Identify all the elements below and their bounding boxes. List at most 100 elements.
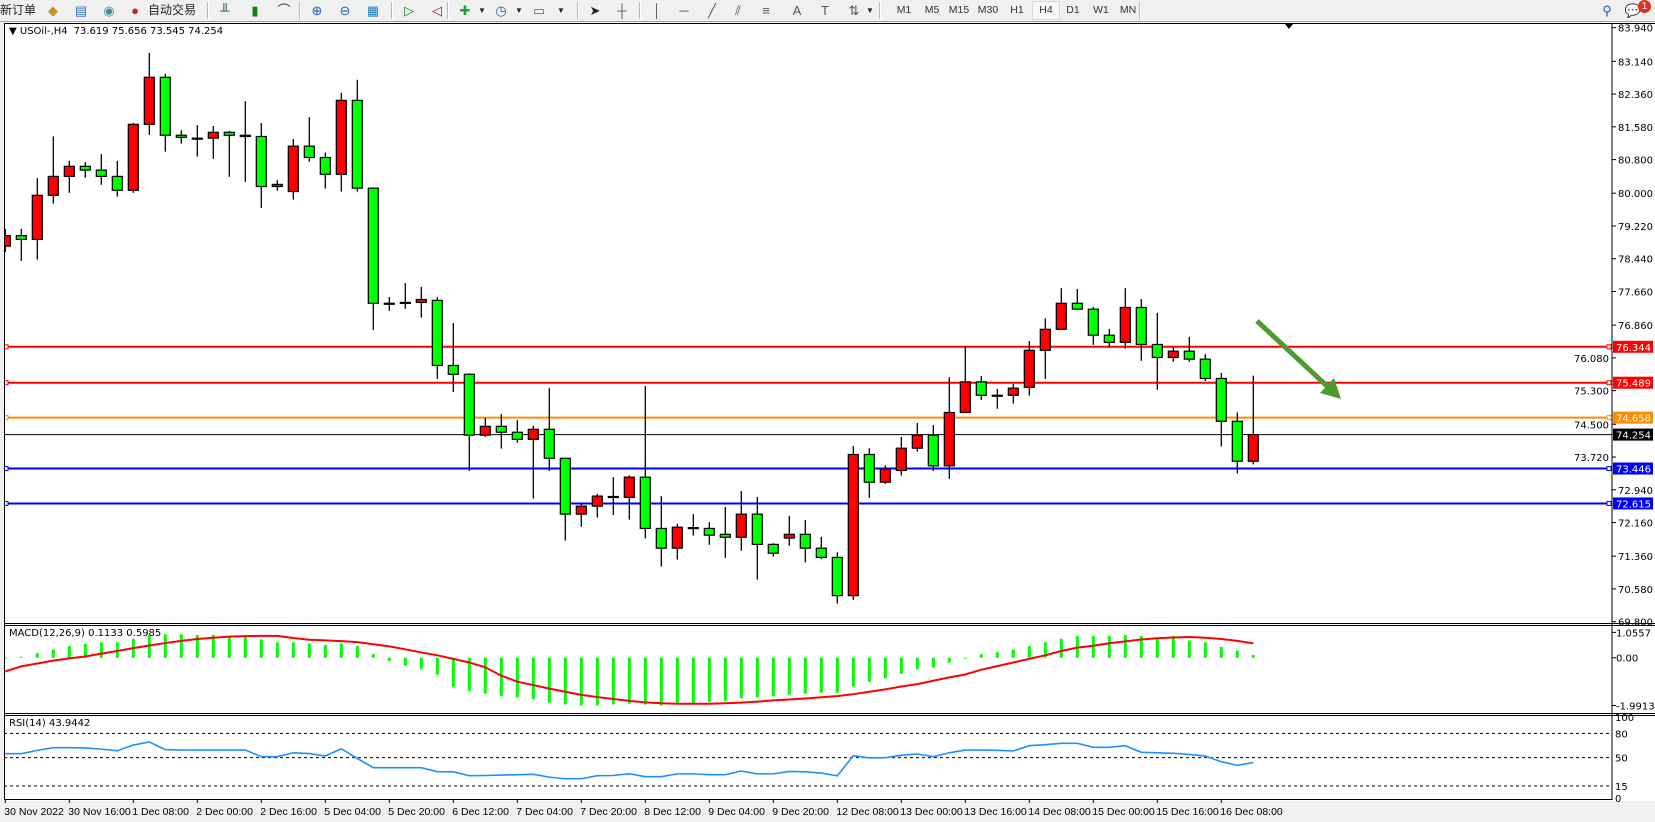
auto-scroll-icon[interactable]: ▷	[404, 3, 414, 18]
macd-histogram-bar	[659, 657, 663, 706]
market-watch-icon[interactable]: ▤	[74, 3, 88, 18]
candle	[623, 475, 635, 520]
candle-body	[415, 298, 427, 304]
timeframe-h1[interactable]: H1	[1010, 4, 1024, 16]
candlesticks-icon[interactable]: ▮	[251, 3, 259, 18]
metaeditor-icon[interactable]: ◆	[48, 3, 58, 18]
level-handle-right[interactable]	[1606, 415, 1612, 421]
macd-histogram-bar	[691, 657, 695, 704]
horizontal-line-icon[interactable]: ─	[679, 3, 689, 18]
chart-shift-icon[interactable]: ◁	[432, 3, 442, 18]
candle	[303, 117, 315, 162]
time-axis-label: 8 Dec 12:00	[644, 806, 701, 818]
macd-histogram-bar	[371, 654, 375, 658]
arrow-head[interactable]	[1320, 378, 1341, 399]
macd-histogram-bar	[339, 643, 343, 658]
candle	[1151, 312, 1163, 390]
candle-body	[399, 301, 411, 305]
auto-trading-button[interactable]: 自动交易	[147, 3, 196, 17]
timeframe-mn[interactable]: MN	[1119, 4, 1137, 16]
chart-shift-marker[interactable]	[1285, 24, 1293, 29]
arrows-dropdown-icon[interactable]: ▼	[866, 6, 874, 15]
trend-arrow-annotation[interactable]	[1255, 319, 1341, 399]
macd-histogram-bar	[419, 657, 423, 670]
macd-indicator	[5, 634, 1255, 706]
text-icon[interactable]: A	[792, 3, 802, 18]
level-handle-right[interactable]	[1606, 466, 1612, 472]
candle	[1167, 347, 1179, 362]
macd-histogram-bar	[275, 642, 279, 658]
tile-windows-icon[interactable]: ▦	[366, 3, 380, 18]
equidistant-channel-icon[interactable]: ⫽	[735, 3, 741, 18]
macd-histogram-bar	[755, 657, 759, 698]
candle	[287, 139, 299, 200]
candle	[671, 523, 683, 560]
text-label-icon[interactable]: T	[821, 3, 829, 18]
timeframe-h4[interactable]: H4	[1032, 1, 1060, 20]
zoom-in-icon[interactable]: ⊕	[311, 3, 323, 18]
candle	[1071, 288, 1083, 310]
templates-dropdown-icon[interactable]: ▼	[557, 6, 565, 15]
level-price-label: 73.446	[1616, 465, 1651, 476]
timeframe-d1[interactable]: D1	[1066, 4, 1080, 16]
time-axis-label: 13 Dec 00:00	[900, 806, 963, 818]
level-handle-right[interactable]	[1606, 500, 1612, 506]
candle	[1007, 383, 1019, 404]
arrows-icon[interactable]: ⇅	[848, 3, 860, 18]
cursor-icon[interactable]: ➤	[589, 3, 601, 18]
candle-body	[623, 476, 635, 498]
crosshair-icon[interactable]: ┼	[617, 3, 627, 18]
new-order-button[interactable]: 新订单	[0, 3, 37, 17]
auto-trading-icon[interactable]: ●	[131, 3, 139, 18]
candle-body	[655, 527, 667, 549]
level-handle-right[interactable]	[1606, 344, 1612, 350]
collapse-triangle-icon[interactable]: ▼	[9, 26, 20, 37]
macd-histogram-bar	[595, 657, 599, 706]
zoom-out-icon[interactable]: ⊖	[339, 3, 351, 18]
candle	[575, 504, 587, 527]
level-handle-left[interactable]	[4, 344, 9, 350]
timeframe-m15[interactable]: M15	[948, 4, 970, 16]
toolbar-separator	[879, 2, 881, 19]
level-handle-left[interactable]	[4, 466, 9, 472]
candle	[431, 296, 443, 379]
indicators-icon[interactable]: ✚	[459, 3, 471, 18]
vertical-line-icon[interactable]: │	[652, 3, 662, 18]
search-icon[interactable]: ⚲	[1602, 3, 1612, 18]
rsi-axis-label: 15	[1615, 782, 1628, 793]
timeframe-m1[interactable]: M1	[896, 4, 912, 16]
periods-dropdown-icon[interactable]: ▼	[515, 6, 523, 15]
fibonacci-icon[interactable]: ≡	[762, 3, 770, 18]
candle	[127, 123, 139, 193]
level-lines[interactable]	[4, 344, 1612, 506]
level-handle-left[interactable]	[4, 415, 9, 421]
candle	[223, 131, 235, 177]
candle-body	[1215, 377, 1227, 422]
templates-icon[interactable]: ▭	[532, 3, 546, 18]
timeframe-m5[interactable]: M5	[924, 4, 940, 16]
candle	[335, 92, 347, 192]
candle-body	[991, 394, 1003, 397]
price-axis-label: 79.220	[1618, 222, 1653, 233]
arrow-shaft[interactable]	[1255, 319, 1330, 389]
notification-badge[interactable]: 1	[1638, 0, 1651, 13]
level-handle-left[interactable]	[4, 380, 9, 386]
indicators-dropdown-icon[interactable]: ▼	[478, 6, 486, 15]
macd-histogram-bar	[675, 657, 679, 704]
periods-clock-icon[interactable]: ◷	[495, 3, 507, 18]
bar-chart-icon[interactable]: ╨	[220, 3, 230, 18]
candle	[255, 123, 267, 208]
price-axis-label: 81.580	[1618, 123, 1653, 134]
timeframe-w1[interactable]: W1	[1093, 4, 1109, 16]
level-handle-right[interactable]	[1606, 380, 1612, 386]
timeframe-m30[interactable]: M30	[977, 4, 999, 16]
level-handle-left[interactable]	[4, 500, 9, 506]
toolbar-separator	[299, 2, 301, 19]
trendline-icon[interactable]: ╱	[708, 3, 716, 18]
line-chart-icon[interactable]: ⌒	[277, 3, 291, 18]
signals-icon[interactable]: ◉	[103, 3, 115, 18]
chat-icon[interactable]: 💬	[1624, 3, 1642, 18]
candle-body	[223, 131, 235, 136]
candle-body	[735, 513, 747, 538]
